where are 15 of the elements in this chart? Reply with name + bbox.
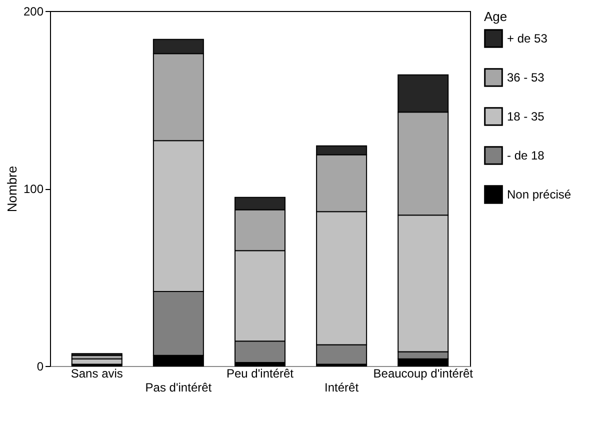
y-axis-title: Nombre bbox=[4, 166, 20, 212]
y-tick-label: 0 bbox=[36, 360, 44, 374]
y-tick-label: 100 bbox=[23, 182, 44, 196]
x-tick-label: Pas d'intérêt bbox=[145, 380, 212, 394]
legend-label: + de 53 bbox=[507, 32, 548, 46]
x-tick-label: Peu d'intérêt bbox=[226, 366, 294, 380]
legend-label: Non précisé bbox=[507, 188, 572, 202]
x-tick-label: Sans avis bbox=[70, 366, 123, 380]
y-tick-label: 200 bbox=[23, 4, 44, 18]
x-tick-label: Beaucoup d'intérêt bbox=[373, 366, 474, 380]
legend-label: - de 18 bbox=[507, 148, 545, 162]
legend-label: 36 - 53 bbox=[507, 70, 545, 84]
legend-label: 18 - 35 bbox=[507, 110, 545, 124]
x-tick-label: Intérêt bbox=[324, 380, 360, 394]
legend-title: Age bbox=[484, 9, 508, 24]
